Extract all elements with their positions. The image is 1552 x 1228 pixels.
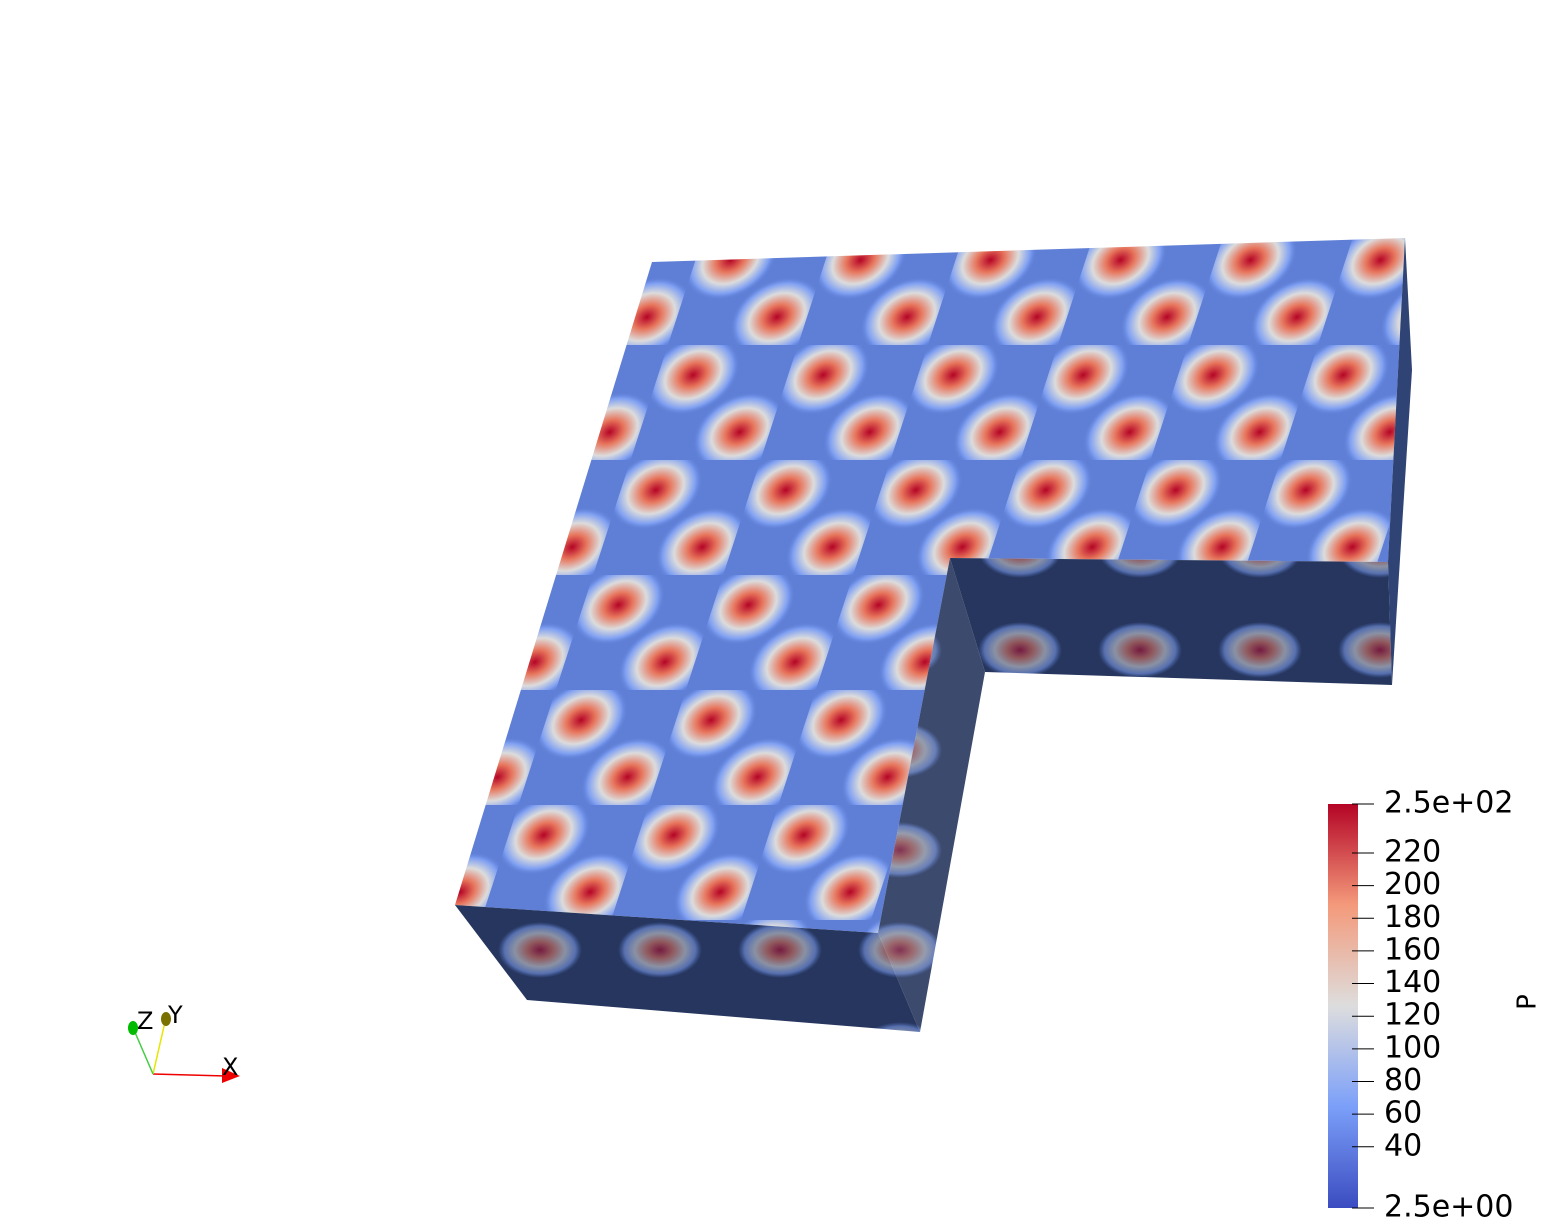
mesh-front-face [455,905,920,1032]
color-tick-label: 2.5e+00 [1384,1190,1513,1225]
axis-x-head [222,1068,240,1083]
axis-x [152,1073,227,1077]
color-tick-label: 40 [1384,1128,1422,1163]
axis-y-label: Y [167,1001,183,1029]
axis-x-label: X [222,1053,238,1081]
color-tick-label: 80 [1384,1063,1422,1098]
color-tick-label: 140 [1384,965,1441,1000]
color-tick-label: 100 [1384,1030,1441,1065]
mesh-right-face [1388,238,1412,685]
orientation-axes: X Y Z [128,1001,240,1083]
color-tick-label: 220 [1384,834,1441,869]
axis-y [152,1021,166,1075]
color-bar [1328,804,1358,1208]
color-tick-label: 60 [1384,1096,1422,1131]
axis-z [133,1029,154,1075]
mesh-top-face [455,238,1405,933]
color-tick-label: 120 [1384,998,1441,1033]
mesh-inner-leg-face [878,558,985,1032]
color-tick-label: 2.5e+02 [1384,786,1513,821]
axis-z-head [128,1021,138,1035]
axis-z-label: Z [137,1007,153,1035]
color-tick-label: 200 [1384,867,1441,902]
color-legend-title: P [1513,994,1543,1010]
color-tick-label: 180 [1384,900,1441,935]
color-tick-label: 160 [1384,932,1441,967]
mesh-inner-wall-face [950,558,1392,685]
axis-y-head [161,1012,171,1026]
l-shaped-mesh [455,238,1412,1032]
